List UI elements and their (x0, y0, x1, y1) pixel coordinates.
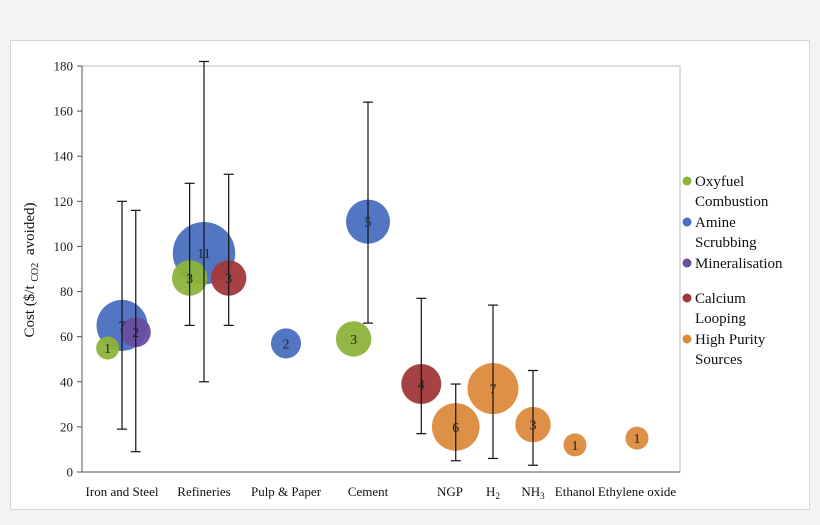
bubble-label: 7 (119, 319, 126, 334)
legend-label: Combustion (695, 194, 769, 210)
category-label: Cement (348, 484, 389, 499)
bubble-circle (563, 433, 587, 457)
bubble-label: 3 (530, 419, 537, 434)
error-bar (416, 297, 427, 435)
legend: Oxyfuel Combustion Amine Scrubbing Mineralis… (682, 174, 783, 368)
y-tick-label: 0 (67, 465, 74, 480)
legend-entry: High Purity Sources (682, 332, 766, 368)
y-tick-label: 180 (54, 59, 74, 74)
category-label: Refineries (177, 484, 230, 499)
bubble-circle (335, 321, 372, 357)
bubble-label: 3 (350, 333, 357, 348)
y-tick-label: 140 (54, 149, 74, 164)
legend-entry: Amine Scrubbing (682, 215, 757, 251)
legend-marker (682, 217, 692, 227)
y-tick-label: 40 (60, 374, 73, 389)
bubble-label: 3 (225, 272, 232, 287)
legend-label: Sources (695, 352, 743, 368)
category-label: Ethylene oxide (598, 484, 677, 499)
error-bar (199, 60, 209, 383)
error-bar (117, 200, 127, 430)
category-label: NH3 (521, 484, 545, 501)
y-tick-label: 20 (60, 419, 73, 434)
y-tick-label: 120 (54, 194, 74, 209)
legend-marker (682, 293, 692, 303)
bubble-label: 3 (186, 272, 193, 287)
legend-entry: Mineralisation (682, 256, 783, 272)
chart-frame (10, 40, 810, 510)
error-bar (223, 173, 234, 326)
bubble-label: 5 (365, 216, 372, 231)
legend-entry: Oxyfuel Combustion (682, 174, 769, 210)
legend-marker (682, 176, 692, 186)
category-label: Ethanol (555, 484, 596, 499)
category-label: Pulp & Paper (251, 484, 322, 499)
bubble-label: 11 (197, 247, 210, 262)
legend-label: Calcium (695, 291, 746, 307)
bubble-label: 6 (452, 421, 459, 436)
category-label: H2 (486, 484, 500, 501)
error-bar (130, 209, 141, 453)
legend-marker (682, 258, 692, 268)
axes: 0 20 40 60 80 100 120 140 160 180 Iron and Steel Re… (54, 59, 730, 507)
category-label: NGP (437, 484, 463, 499)
legend-entry: Calcium Looping (682, 291, 746, 327)
error-bar (488, 304, 498, 460)
bubble-circle (270, 328, 302, 359)
bubble-label: 7 (490, 383, 497, 398)
bubble (563, 433, 587, 457)
bubble-circle (96, 336, 120, 360)
error-bar (450, 383, 461, 462)
bubble (270, 328, 302, 359)
legend-label: Mineralisation (695, 256, 783, 272)
bubble-circle (625, 426, 649, 450)
error-bar (184, 182, 195, 326)
bubble-label: 1 (634, 432, 641, 447)
y-tick-label: 80 (60, 284, 73, 299)
y-tick-label: 60 (60, 329, 73, 344)
bubble-label: 2 (132, 326, 139, 341)
y-axis-label: Cost ($/t CO2 avoided) (22, 203, 42, 338)
legend-label: Scrubbing (695, 235, 757, 251)
y-tick-label: 160 (54, 104, 74, 119)
legend-label: Amine (695, 215, 736, 231)
bubble-label: 1 (572, 439, 579, 454)
error-bar (528, 369, 538, 466)
error-bar (363, 101, 373, 324)
legend-marker (682, 334, 692, 344)
legend-label: High Purity (695, 332, 766, 348)
bubble (335, 321, 372, 357)
category-label: Iron and Steel (86, 484, 159, 499)
bubble (625, 426, 649, 450)
legend-label: Oxyfuel (695, 174, 744, 190)
bubble-label: 1 (104, 342, 111, 357)
bubble-label: 4 (418, 378, 425, 393)
category-band (66, 477, 730, 507)
legend-label: Looping (695, 311, 746, 327)
bubble-label: 2 (283, 337, 290, 352)
bubble (96, 336, 120, 360)
plot-area (81, 65, 681, 473)
y-tick-label: 100 (54, 239, 74, 254)
